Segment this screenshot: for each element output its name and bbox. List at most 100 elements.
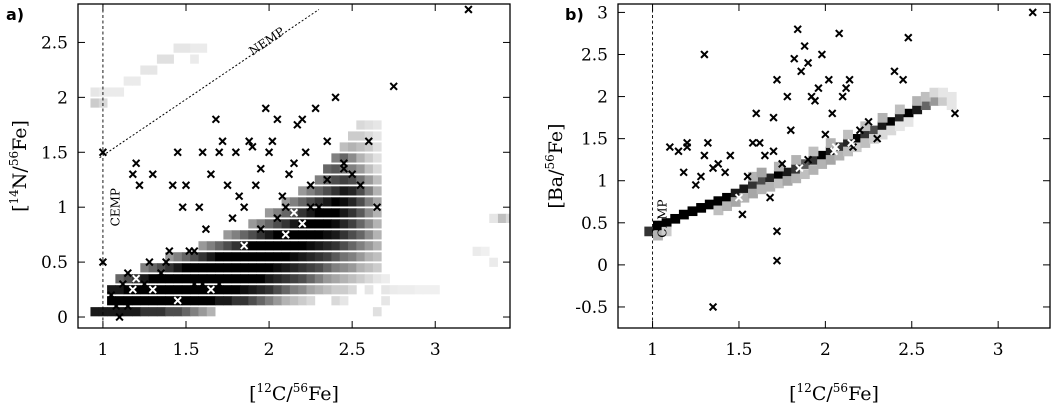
observed-star-marker [165, 247, 174, 256]
density-cell [480, 246, 490, 256]
density-cell [397, 285, 407, 295]
density-cell [348, 241, 357, 251]
density-cell [756, 184, 767, 195]
density-cell [206, 274, 216, 284]
density-cell [364, 208, 374, 218]
observed-star-marker [786, 126, 795, 135]
density-cell [281, 296, 291, 306]
density-cell [348, 208, 357, 218]
observed-star-marker [135, 181, 144, 190]
density-cell [339, 197, 349, 207]
density-cell [414, 285, 424, 295]
density-cell [799, 159, 810, 169]
density-cell [215, 241, 224, 251]
observed-star-marker [148, 285, 157, 294]
observed-star-marker [714, 159, 723, 169]
density-cell [756, 176, 767, 186]
density-cell [920, 100, 931, 111]
density-cell [165, 285, 174, 295]
density-cell [256, 274, 266, 284]
density-cell [372, 219, 382, 229]
density-cell [372, 131, 382, 141]
observed-star-marker [793, 25, 802, 34]
density-cell [331, 263, 341, 273]
panel-a-label: a) [6, 5, 24, 24]
density-cell [489, 257, 498, 267]
density-cell [314, 175, 324, 185]
observed-star-marker [835, 29, 844, 38]
density-cell [817, 150, 828, 161]
density-cell [331, 252, 341, 262]
density-cell [181, 263, 191, 273]
density-cell [264, 263, 274, 273]
panel-b-ticks: 1 1.5 2 2.5 3 -0.5 0 0.5 1 1.5 2 2.5 3 [575, 3, 1050, 360]
density-cell [314, 197, 324, 207]
density-cell [281, 219, 291, 229]
density-cell [894, 104, 905, 115]
density-cell [190, 274, 199, 284]
density-cell [431, 285, 440, 295]
density-cell [356, 197, 366, 207]
density-cell [748, 171, 758, 182]
density-cell [206, 252, 216, 262]
observed-star-marker [890, 67, 899, 76]
density-cell [364, 219, 374, 229]
density-cell [364, 131, 374, 141]
density-cell [132, 307, 141, 317]
density-cell [834, 142, 845, 153]
density-cell [140, 263, 150, 273]
density-cell [90, 98, 100, 108]
density-cell [739, 184, 750, 195]
density-cell [148, 296, 158, 306]
observed-star-marker [261, 104, 270, 113]
observed-star-marker [778, 159, 787, 169]
density-cell [264, 219, 274, 229]
observed-star-marker [738, 210, 747, 219]
density-cell [314, 219, 324, 229]
density-cell [198, 252, 208, 262]
density-cell [339, 241, 349, 251]
density-cell [115, 87, 125, 97]
density-cell [298, 285, 307, 295]
density-cell [791, 173, 802, 184]
density-cell [722, 201, 733, 212]
density-cell [773, 178, 784, 189]
density-cell [356, 142, 366, 152]
density-cell [331, 153, 341, 163]
density-cell [223, 285, 233, 295]
density-cell [938, 96, 949, 106]
density-cell [331, 241, 341, 251]
observed-star-marker [128, 170, 137, 179]
density-cell [381, 285, 390, 295]
density-cell [148, 274, 158, 284]
density-cell [98, 307, 108, 317]
observed-star-marker [201, 225, 211, 234]
density-cell [364, 186, 374, 196]
density-cell [704, 199, 715, 210]
density-cell [348, 274, 357, 284]
density-cell [364, 230, 374, 240]
observed-star-marker [700, 50, 709, 59]
density-cell [808, 165, 819, 175]
observed-star-marker [323, 137, 332, 146]
density-cell [372, 120, 382, 130]
x-tick-label: 1 [98, 340, 109, 360]
density-cell [406, 285, 415, 295]
density-cell [156, 263, 166, 273]
density-cell [289, 285, 299, 295]
observed-star-marker [674, 147, 683, 156]
y-tick-label: 1 [597, 172, 608, 192]
density-cell [825, 138, 836, 148]
panel-a-cemp-label: CEMP [109, 188, 123, 226]
density-cell [181, 252, 191, 262]
observed-star-marker [864, 117, 873, 126]
density-cell [946, 91, 957, 102]
density-cell [256, 241, 266, 251]
density-cell [198, 43, 208, 53]
density-cell [808, 146, 819, 157]
density-cell [314, 252, 324, 262]
density-cell [348, 175, 357, 185]
observed-star-marker [140, 279, 149, 289]
density-cell [331, 274, 341, 284]
